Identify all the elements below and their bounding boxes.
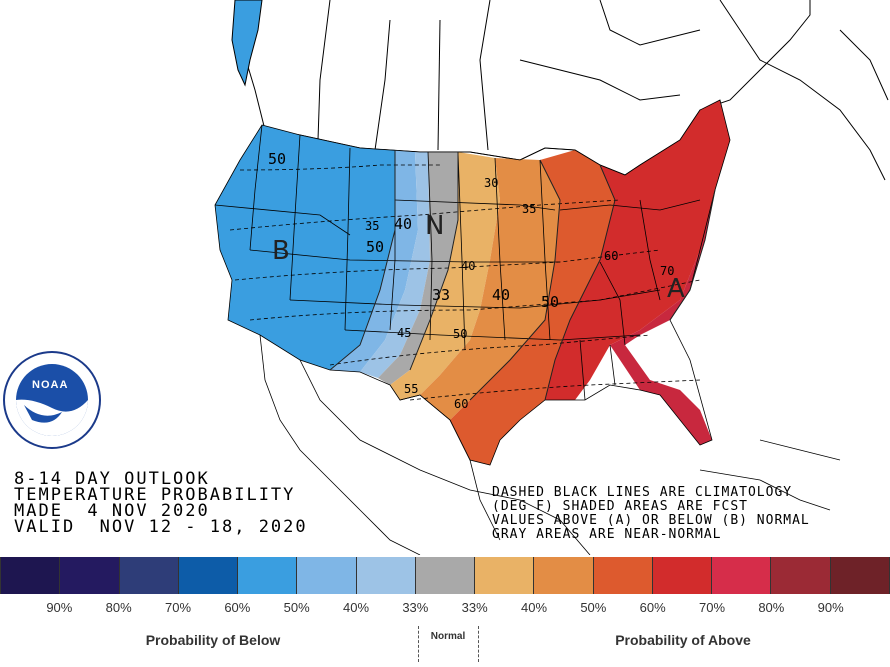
legend-percent-label: 40%	[520, 600, 548, 615]
contour-label: 40	[394, 215, 413, 233]
title-line-3: MADE 4 NOV 2020	[14, 501, 210, 521]
legend-swatch	[830, 557, 890, 594]
contour-label: 33	[432, 286, 451, 304]
legend-above-label: Probability of Above	[615, 632, 751, 648]
legend-swatch	[119, 557, 179, 594]
contour-label: 50	[453, 327, 468, 341]
legend-swatch	[238, 557, 298, 594]
contour-label: 35	[522, 202, 537, 216]
below-normal-marker: B	[272, 236, 290, 266]
contour-label: 35	[365, 219, 380, 233]
legend-percent-label: 60%	[639, 600, 666, 615]
legend-color-bar	[0, 557, 890, 594]
legend-swatch	[415, 557, 476, 594]
legend-percent-label: 80%	[105, 600, 132, 615]
legend-swatch	[178, 557, 239, 594]
legend-percent-label: 80%	[758, 600, 785, 615]
near-normal-marker: N	[425, 211, 445, 241]
contour-label: 55	[404, 382, 419, 396]
contour-label: 60	[454, 397, 469, 411]
legend-swatch	[593, 557, 653, 594]
normal-divider-right	[478, 626, 479, 662]
contour-label: 40	[492, 286, 511, 304]
outlook-map	[214, 0, 889, 555]
legend-percent-label: 33%	[461, 600, 488, 615]
legend-percent-label: 70%	[698, 600, 726, 615]
noaa-logo-text: NOAA	[32, 379, 69, 391]
contour-label: 40	[461, 259, 476, 273]
climatology-lines	[229, 164, 701, 401]
conus-shading	[215, 100, 730, 465]
legend-below-label: Probability of Below	[145, 632, 281, 648]
legend-percent-label: 90%	[46, 600, 73, 615]
legend-swatch	[0, 557, 61, 594]
legend-swatch	[652, 557, 713, 594]
legend-percent-label: 33%	[402, 600, 429, 615]
contour-label: 50	[541, 293, 560, 311]
normal-divider-left	[418, 626, 419, 662]
legend-percent-label: 50%	[283, 600, 310, 615]
title-line-2: TEMPERATURE PROBABILITY	[14, 485, 296, 505]
title-line-4: VALID NOV 12 - 18, 2020	[14, 517, 308, 537]
contour-label: 50	[366, 238, 385, 256]
note-line-4: GRAY AREAS ARE NEAR-NORMAL	[492, 527, 722, 542]
legend-swatch	[356, 557, 416, 594]
mexico-outline	[259, 334, 841, 555]
legend-swatch	[712, 557, 772, 594]
legend-normal-label: Normal	[430, 631, 466, 642]
probability-contours	[329, 150, 716, 401]
contour-label: 60	[604, 249, 619, 263]
noaa-logo	[3, 351, 101, 449]
contour-label: 45	[397, 326, 412, 340]
legend-percent-label: 90%	[817, 600, 844, 615]
legend-swatch	[475, 557, 535, 594]
above-normal-marker: A	[667, 274, 685, 304]
legend-percent-label: 40%	[342, 600, 370, 615]
panhandle-region	[231, 0, 263, 87]
legend-swatch	[60, 557, 120, 594]
legend-swatch	[534, 557, 594, 594]
contour-label: 30	[484, 176, 499, 190]
note-line-3: VALUES ABOVE (A) OR BELOW (B) NORMAL	[492, 513, 810, 528]
note-line-1: DASHED BLACK LINES ARE CLIMATOLOGY	[492, 485, 793, 500]
note-line-2: (DEG F) SHADED AREAS ARE FCST	[492, 499, 748, 514]
legend-percent-label: 60%	[224, 600, 251, 615]
legend-swatch	[297, 557, 357, 594]
legend-percent-label: 70%	[164, 600, 192, 615]
title-line-1: 8-14 DAY OUTLOOK	[14, 469, 210, 489]
legend-percent-label: 50%	[580, 600, 607, 615]
legend-swatch	[771, 557, 831, 594]
contour-label: 50	[268, 150, 287, 168]
state-outlines	[214, 99, 731, 466]
contour-label: 70	[660, 264, 675, 278]
